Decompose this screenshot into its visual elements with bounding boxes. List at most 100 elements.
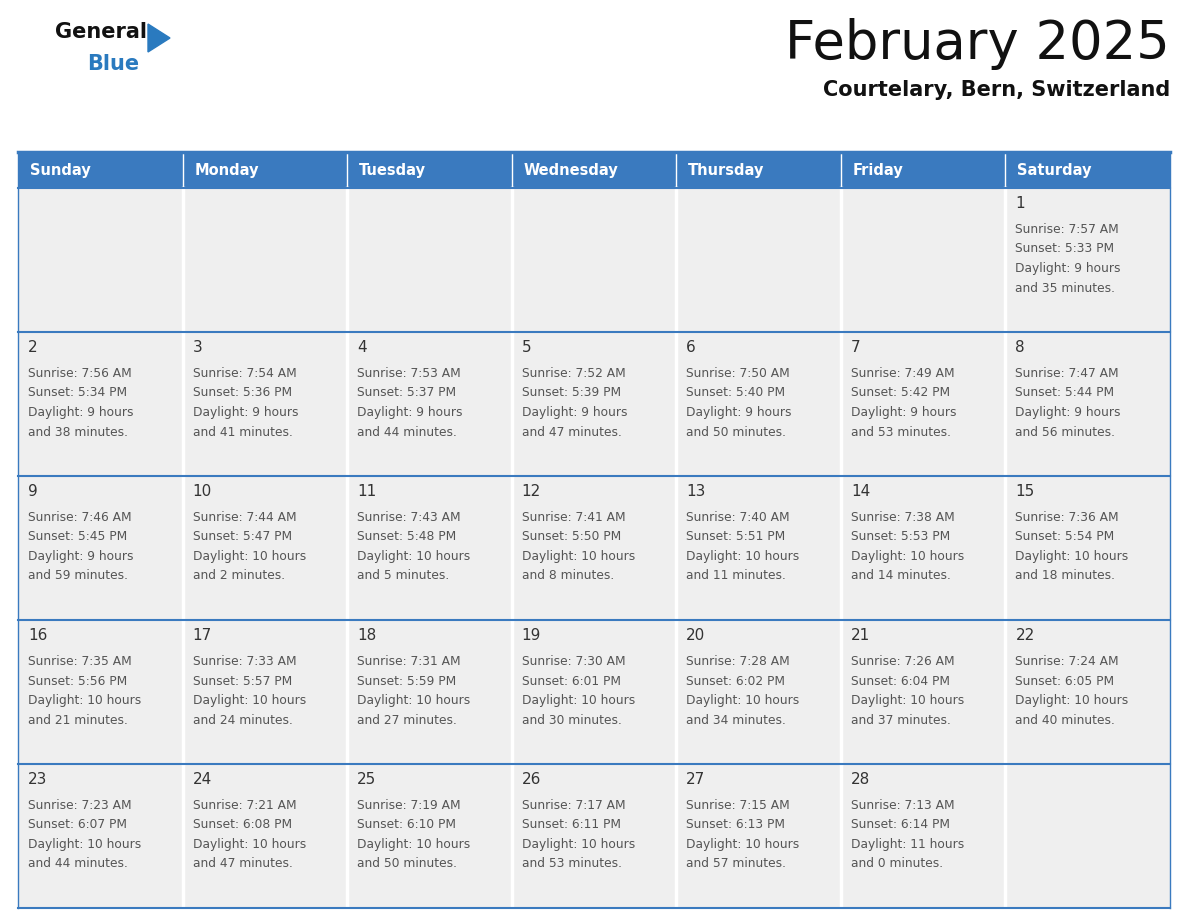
Text: Daylight: 10 hours: Daylight: 10 hours — [687, 838, 800, 851]
Text: Daylight: 10 hours: Daylight: 10 hours — [851, 694, 965, 707]
Text: Monday: Monday — [195, 162, 259, 177]
Text: Daylight: 9 hours: Daylight: 9 hours — [1016, 406, 1121, 419]
Text: Sunrise: 7:36 AM: Sunrise: 7:36 AM — [1016, 511, 1119, 524]
Text: 19: 19 — [522, 628, 541, 643]
Text: Sunset: 6:05 PM: Sunset: 6:05 PM — [1016, 675, 1114, 688]
Text: and 41 minutes.: and 41 minutes. — [192, 426, 292, 439]
Text: 25: 25 — [358, 772, 377, 787]
Text: February 2025: February 2025 — [785, 18, 1170, 70]
Text: Daylight: 10 hours: Daylight: 10 hours — [522, 694, 634, 707]
Text: Daylight: 10 hours: Daylight: 10 hours — [29, 694, 141, 707]
Bar — [183, 620, 347, 764]
Text: 24: 24 — [192, 772, 211, 787]
Text: Sunrise: 7:17 AM: Sunrise: 7:17 AM — [522, 799, 625, 812]
Text: 15: 15 — [1016, 484, 1035, 499]
Text: Sunset: 5:37 PM: Sunset: 5:37 PM — [358, 386, 456, 399]
Bar — [347, 152, 512, 188]
Bar — [18, 152, 183, 188]
Text: Sunset: 5:45 PM: Sunset: 5:45 PM — [29, 531, 127, 543]
Text: and 47 minutes.: and 47 minutes. — [192, 857, 292, 870]
Text: and 11 minutes.: and 11 minutes. — [687, 569, 786, 583]
Text: and 37 minutes.: and 37 minutes. — [851, 713, 950, 726]
Text: Sunrise: 7:38 AM: Sunrise: 7:38 AM — [851, 511, 955, 524]
Bar — [841, 620, 1005, 764]
Text: and 56 minutes.: and 56 minutes. — [1016, 426, 1116, 439]
Text: Friday: Friday — [853, 162, 904, 177]
Text: Sunset: 5:57 PM: Sunset: 5:57 PM — [192, 675, 292, 688]
Bar — [676, 152, 841, 188]
Text: Sunset: 5:39 PM: Sunset: 5:39 PM — [522, 386, 621, 399]
Bar — [512, 476, 676, 620]
Bar — [183, 764, 347, 908]
Text: Blue: Blue — [87, 54, 139, 74]
Bar — [18, 620, 183, 764]
Text: Daylight: 10 hours: Daylight: 10 hours — [1016, 694, 1129, 707]
Text: Daylight: 10 hours: Daylight: 10 hours — [192, 550, 305, 563]
Text: Sunrise: 7:57 AM: Sunrise: 7:57 AM — [1016, 223, 1119, 236]
Text: Sunrise: 7:52 AM: Sunrise: 7:52 AM — [522, 367, 625, 380]
Text: Daylight: 10 hours: Daylight: 10 hours — [29, 838, 141, 851]
Bar — [347, 476, 512, 620]
Text: Sunset: 5:53 PM: Sunset: 5:53 PM — [851, 531, 950, 543]
Text: Sunrise: 7:47 AM: Sunrise: 7:47 AM — [1016, 367, 1119, 380]
Bar — [183, 476, 347, 620]
Text: Thursday: Thursday — [688, 162, 765, 177]
Bar — [347, 620, 512, 764]
Bar — [1005, 476, 1170, 620]
Text: and 34 minutes.: and 34 minutes. — [687, 713, 786, 726]
Text: Daylight: 10 hours: Daylight: 10 hours — [358, 550, 470, 563]
Text: 27: 27 — [687, 772, 706, 787]
Text: Daylight: 9 hours: Daylight: 9 hours — [851, 406, 956, 419]
Text: Sunset: 5:50 PM: Sunset: 5:50 PM — [522, 531, 621, 543]
Bar — [347, 188, 512, 332]
Text: 7: 7 — [851, 340, 860, 355]
Text: and 30 minutes.: and 30 minutes. — [522, 713, 621, 726]
Text: Sunrise: 7:21 AM: Sunrise: 7:21 AM — [192, 799, 296, 812]
Text: Daylight: 9 hours: Daylight: 9 hours — [29, 550, 133, 563]
Text: Sunset: 6:11 PM: Sunset: 6:11 PM — [522, 819, 620, 832]
Text: Daylight: 10 hours: Daylight: 10 hours — [687, 694, 800, 707]
Bar — [18, 188, 183, 332]
Text: and 57 minutes.: and 57 minutes. — [687, 857, 786, 870]
Text: 26: 26 — [522, 772, 541, 787]
Text: Daylight: 10 hours: Daylight: 10 hours — [522, 550, 634, 563]
Text: Daylight: 9 hours: Daylight: 9 hours — [192, 406, 298, 419]
Text: 18: 18 — [358, 628, 377, 643]
Text: Sunrise: 7:23 AM: Sunrise: 7:23 AM — [29, 799, 132, 812]
Bar — [512, 332, 676, 476]
Text: 14: 14 — [851, 484, 870, 499]
Bar — [512, 188, 676, 332]
Text: Sunset: 5:42 PM: Sunset: 5:42 PM — [851, 386, 950, 399]
Text: Daylight: 9 hours: Daylight: 9 hours — [687, 406, 791, 419]
Text: and 40 minutes.: and 40 minutes. — [1016, 713, 1116, 726]
Text: and 27 minutes.: and 27 minutes. — [358, 713, 457, 726]
Text: Courtelary, Bern, Switzerland: Courtelary, Bern, Switzerland — [823, 80, 1170, 100]
Text: Sunrise: 7:40 AM: Sunrise: 7:40 AM — [687, 511, 790, 524]
Text: Daylight: 10 hours: Daylight: 10 hours — [1016, 550, 1129, 563]
Bar — [1005, 620, 1170, 764]
Text: Sunset: 6:08 PM: Sunset: 6:08 PM — [192, 819, 292, 832]
Text: 13: 13 — [687, 484, 706, 499]
Text: Sunrise: 7:44 AM: Sunrise: 7:44 AM — [192, 511, 296, 524]
Text: 4: 4 — [358, 340, 367, 355]
Bar — [18, 476, 183, 620]
Text: Daylight: 10 hours: Daylight: 10 hours — [851, 550, 965, 563]
Text: Tuesday: Tuesday — [359, 162, 426, 177]
Bar — [841, 476, 1005, 620]
Text: Sunset: 6:13 PM: Sunset: 6:13 PM — [687, 819, 785, 832]
Text: 1: 1 — [1016, 196, 1025, 211]
Text: General: General — [55, 22, 147, 42]
Text: Daylight: 9 hours: Daylight: 9 hours — [1016, 262, 1121, 275]
Text: Sunrise: 7:46 AM: Sunrise: 7:46 AM — [29, 511, 132, 524]
Bar — [18, 764, 183, 908]
Text: Sunrise: 7:50 AM: Sunrise: 7:50 AM — [687, 367, 790, 380]
Bar — [1005, 188, 1170, 332]
Text: 20: 20 — [687, 628, 706, 643]
Text: 9: 9 — [29, 484, 38, 499]
Text: and 14 minutes.: and 14 minutes. — [851, 569, 950, 583]
Bar — [512, 764, 676, 908]
Text: Sunrise: 7:41 AM: Sunrise: 7:41 AM — [522, 511, 625, 524]
Text: 11: 11 — [358, 484, 377, 499]
Text: Sunset: 6:10 PM: Sunset: 6:10 PM — [358, 819, 456, 832]
Text: Sunset: 6:07 PM: Sunset: 6:07 PM — [29, 819, 127, 832]
